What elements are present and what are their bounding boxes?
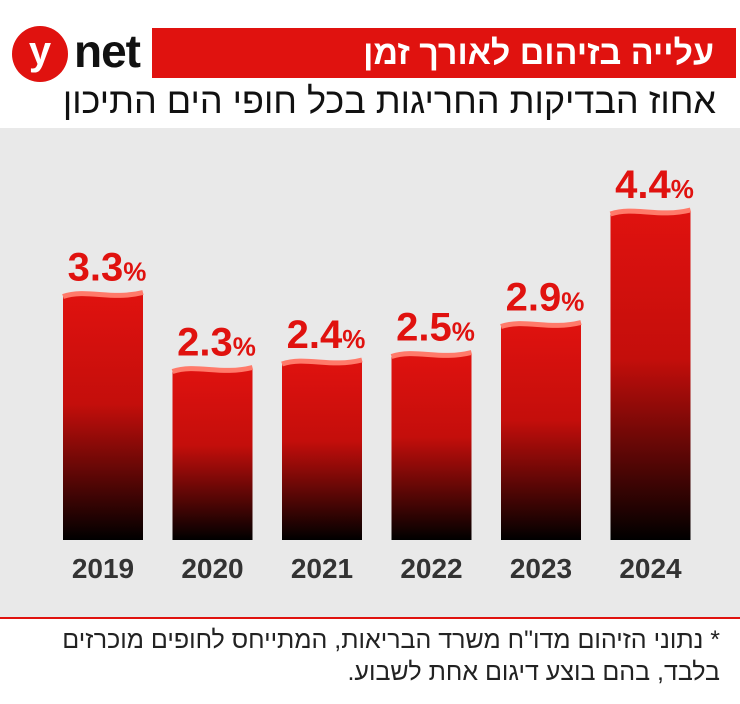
bar-crest-2019	[62, 290, 144, 299]
logo-y-circle: y	[12, 26, 68, 82]
bar-crest-2024	[609, 207, 692, 217]
bar-group-2024: 4.4% 2024	[609, 163, 694, 584]
value-label-2023: 2.9%	[506, 276, 585, 320]
category-label-2023: 2023	[510, 553, 572, 584]
bar-2021	[282, 360, 362, 540]
bar-2023	[501, 322, 581, 540]
bar-crest-2023	[500, 320, 582, 329]
bar-group-2020: 2.3% 2020	[171, 321, 256, 584]
category-label-2019: 2019	[72, 553, 134, 584]
bar-crest-2022	[390, 350, 473, 359]
source-footnote: * נתוני הזיהום מדו"ח משרד הבריאות, המתיי…	[62, 626, 720, 686]
bar-crest-2021	[281, 357, 363, 367]
bar-2022	[391, 352, 472, 540]
value-label-2021: 2.4%	[287, 313, 366, 357]
category-label-2020: 2020	[181, 553, 243, 584]
value-label-2019: 3.3%	[68, 246, 147, 290]
ynet-logo: y net	[8, 18, 148, 88]
bar-crest-2020	[171, 365, 254, 374]
value-label-2024: 4.4%	[615, 163, 694, 207]
value-label-2022: 2.5%	[396, 306, 475, 350]
footer-divider	[0, 617, 740, 619]
chart-subtitle: אחוז הבדיקות החריגות בכל חופי הים התיכון	[62, 80, 716, 121]
bar-2024	[610, 210, 691, 540]
category-label-2021: 2021	[291, 553, 353, 584]
bar-2019	[63, 292, 143, 540]
chart-title-banner: עלייה בזיהום לאורך זמן	[152, 28, 736, 78]
bar-group-2021: 2.4% 2021	[281, 313, 366, 584]
logo-net-text: net	[74, 25, 141, 77]
category-label-2024: 2024	[619, 553, 682, 584]
value-label-2020: 2.3%	[177, 321, 256, 365]
bar-group-2022: 2.5% 2022	[390, 306, 475, 584]
bar-group-2023: 2.9% 2023	[500, 276, 585, 584]
bar-2020	[172, 367, 253, 540]
category-label-2022: 2022	[400, 553, 462, 584]
bar-group-2019: 3.3% 2019	[62, 246, 147, 584]
